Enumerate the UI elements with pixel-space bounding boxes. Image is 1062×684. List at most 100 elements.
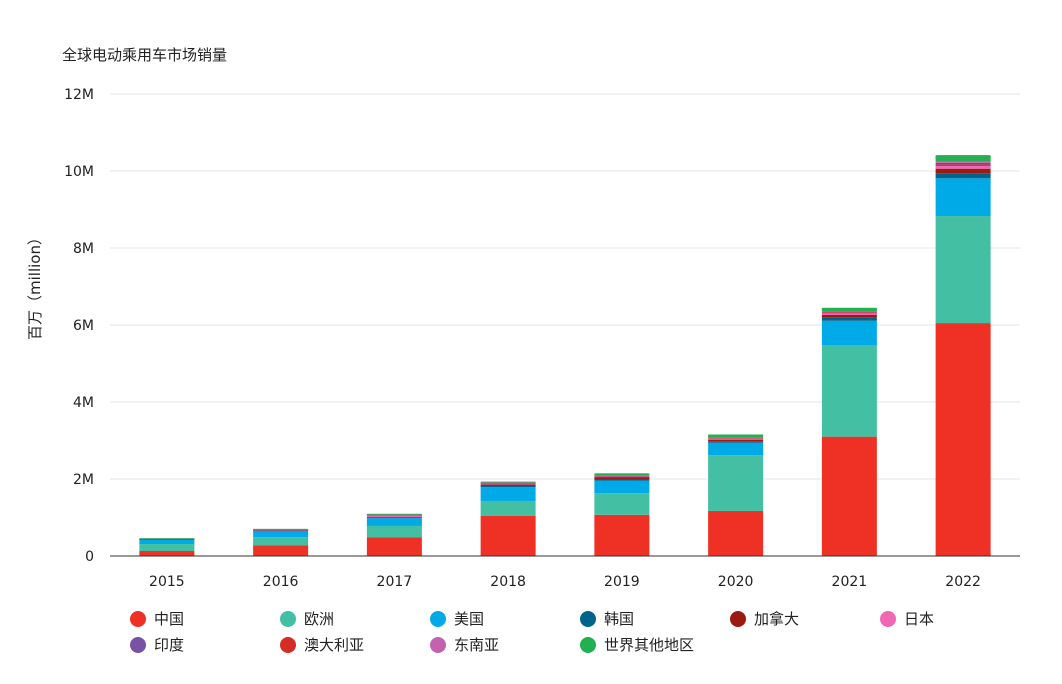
- bar-segment-2021-3: [821, 317, 877, 321]
- legend-swatch: [430, 636, 446, 653]
- bar-segment-2016-8: [253, 529, 309, 530]
- bar-segment-2022-1: [935, 216, 991, 324]
- bars: [139, 155, 991, 556]
- bar-segment-2019-1: [594, 493, 650, 515]
- bar-cap-2021: [821, 307, 877, 312]
- x-tick-label: 2020: [718, 574, 754, 590]
- bar-segment-2019-3: [594, 479, 650, 481]
- x-tick-label: 2019: [604, 574, 640, 590]
- bar-stack-2022: [935, 155, 991, 556]
- bar-segment-2019-0: [594, 514, 650, 556]
- legend-label: 东南亚: [454, 636, 500, 654]
- x-tick-label: 2021: [832, 574, 868, 590]
- bar-segment-2015-4: [139, 539, 195, 540]
- bar-segment-2015-8: [139, 538, 195, 540]
- bar-segment-2018-8: [480, 482, 536, 483]
- legend-item[interactable]: 韩国: [580, 608, 634, 629]
- bar-segment-2017-0: [366, 537, 422, 556]
- y-tick-label: 4M: [73, 395, 94, 411]
- legend-label: 美国: [454, 610, 485, 628]
- bar-segment-2022-4: [935, 168, 991, 174]
- legend-item[interactable]: 欧洲: [280, 608, 334, 629]
- bar-segment-2015-0: [139, 550, 195, 556]
- x-tick-label: 2016: [263, 574, 299, 590]
- bar-cap-2020: [708, 434, 764, 438]
- chart-title: 全球电动乘用车市场销量: [62, 46, 228, 64]
- legend-item[interactable]: 东南亚: [430, 634, 499, 655]
- bar-cap-2019: [594, 473, 650, 476]
- legend-swatch: [580, 636, 596, 653]
- bar-segment-2018-1: [480, 500, 536, 516]
- bar-stack-2015: [139, 538, 195, 556]
- bar-segment-2021-1: [821, 345, 877, 437]
- legend-swatch: [580, 610, 596, 627]
- y-axis-label: 百万（million）: [26, 230, 44, 340]
- legend-item[interactable]: 日本: [880, 608, 934, 629]
- bar-segment-2018-2: [480, 487, 536, 501]
- y-tick-label: 2M: [73, 472, 94, 488]
- bar-segment-2019-5: [594, 476, 650, 478]
- y-tick-label: 12M: [64, 87, 94, 103]
- bar-stack-2018: [480, 481, 536, 556]
- bar-segment-2020-8: [708, 437, 764, 439]
- legend-item[interactable]: 印度: [130, 634, 184, 655]
- bar-segment-2016-1: [253, 537, 309, 546]
- bar-segment-2016-3: [253, 530, 309, 532]
- legend-item[interactable]: 美国: [430, 608, 484, 629]
- axes: 0 2M 4M 6M 8M 10M 12M 2015 2016 2017 2018 2019 2020 2…: [64, 87, 1020, 590]
- bar-segment-2020-2: [708, 442, 764, 456]
- bar-segment-2021-0: [821, 436, 877, 556]
- bar-segment-2020-6: [708, 438, 764, 440]
- bar-segment-2020-1: [708, 455, 764, 511]
- bar-segment-2018-7: [480, 482, 536, 484]
- bar-cap-2018: [480, 481, 536, 483]
- bar-segment-2021-6: [821, 313, 877, 314]
- legend-label: 欧洲: [304, 610, 335, 628]
- y-tick-label: 8M: [73, 241, 94, 257]
- stacked-bar-chart: 0 2M 4M 6M 8M 10M 12M 2015 2016 2017 2018 2019 2020 2…: [26, 87, 1020, 590]
- legend-label: 日本: [904, 610, 935, 628]
- bar-stack-2021: [821, 307, 877, 556]
- legend: 中国 欧洲 美国 韩国 加拿大 日本印度 澳大利亚 东南亚 世界其他地区: [130, 608, 1010, 664]
- bar-segment-2018-0: [480, 515, 536, 556]
- bar-cap-2022: [935, 155, 991, 160]
- bar-segment-2018-4: [480, 484, 536, 486]
- bar-segment-2021-8: [821, 311, 877, 313]
- legend-swatch: [430, 610, 446, 627]
- bar-segment-2017-2: [366, 518, 422, 526]
- bar-segment-2016-0: [253, 545, 309, 556]
- bar-segment-2017-3: [366, 517, 422, 519]
- x-tick-label: 2015: [149, 574, 185, 590]
- legend-swatch: [730, 610, 746, 627]
- bar-segment-2021-2: [821, 320, 877, 346]
- bar-segment-2022-7: [935, 162, 991, 165]
- bar-segment-2018-5: [480, 483, 536, 485]
- bar-segment-2022-0: [935, 323, 991, 556]
- legend-label: 加拿大: [754, 610, 800, 628]
- legend-item[interactable]: 澳大利亚: [280, 634, 364, 655]
- bar-segment-2017-8: [366, 514, 422, 516]
- legend-item[interactable]: 世界其他地区: [580, 634, 694, 655]
- bar-stack-2020: [708, 434, 764, 556]
- bar-segment-2017-1: [366, 525, 422, 538]
- bar-segment-2019-2: [594, 480, 650, 494]
- bar-segment-2020-4: [708, 439, 764, 442]
- bar-segment-2021-5: [821, 313, 877, 315]
- bar-segment-2020-3: [708, 441, 764, 443]
- bar-segment-2020-5: [708, 438, 764, 440]
- legend-label: 中国: [154, 610, 185, 628]
- y-tick-label: 6M: [73, 318, 94, 334]
- legend-label: 世界其他地区: [604, 636, 695, 654]
- x-tick-label: 2017: [377, 574, 413, 590]
- bar-stack-2016: [253, 528, 309, 556]
- legend-item[interactable]: 中国: [130, 608, 184, 629]
- legend-label: 印度: [154, 636, 185, 654]
- legend-item[interactable]: 加拿大: [730, 608, 799, 629]
- bar-segment-2022-8: [935, 160, 991, 163]
- bar-segment-2019-8: [594, 475, 650, 476]
- bar-segment-2022-3: [935, 173, 991, 179]
- bar-segment-2020-0: [708, 510, 764, 556]
- gridlines: [110, 93, 1020, 480]
- bar-stack-2019: [594, 473, 650, 556]
- x-tick-label: 2022: [945, 574, 981, 590]
